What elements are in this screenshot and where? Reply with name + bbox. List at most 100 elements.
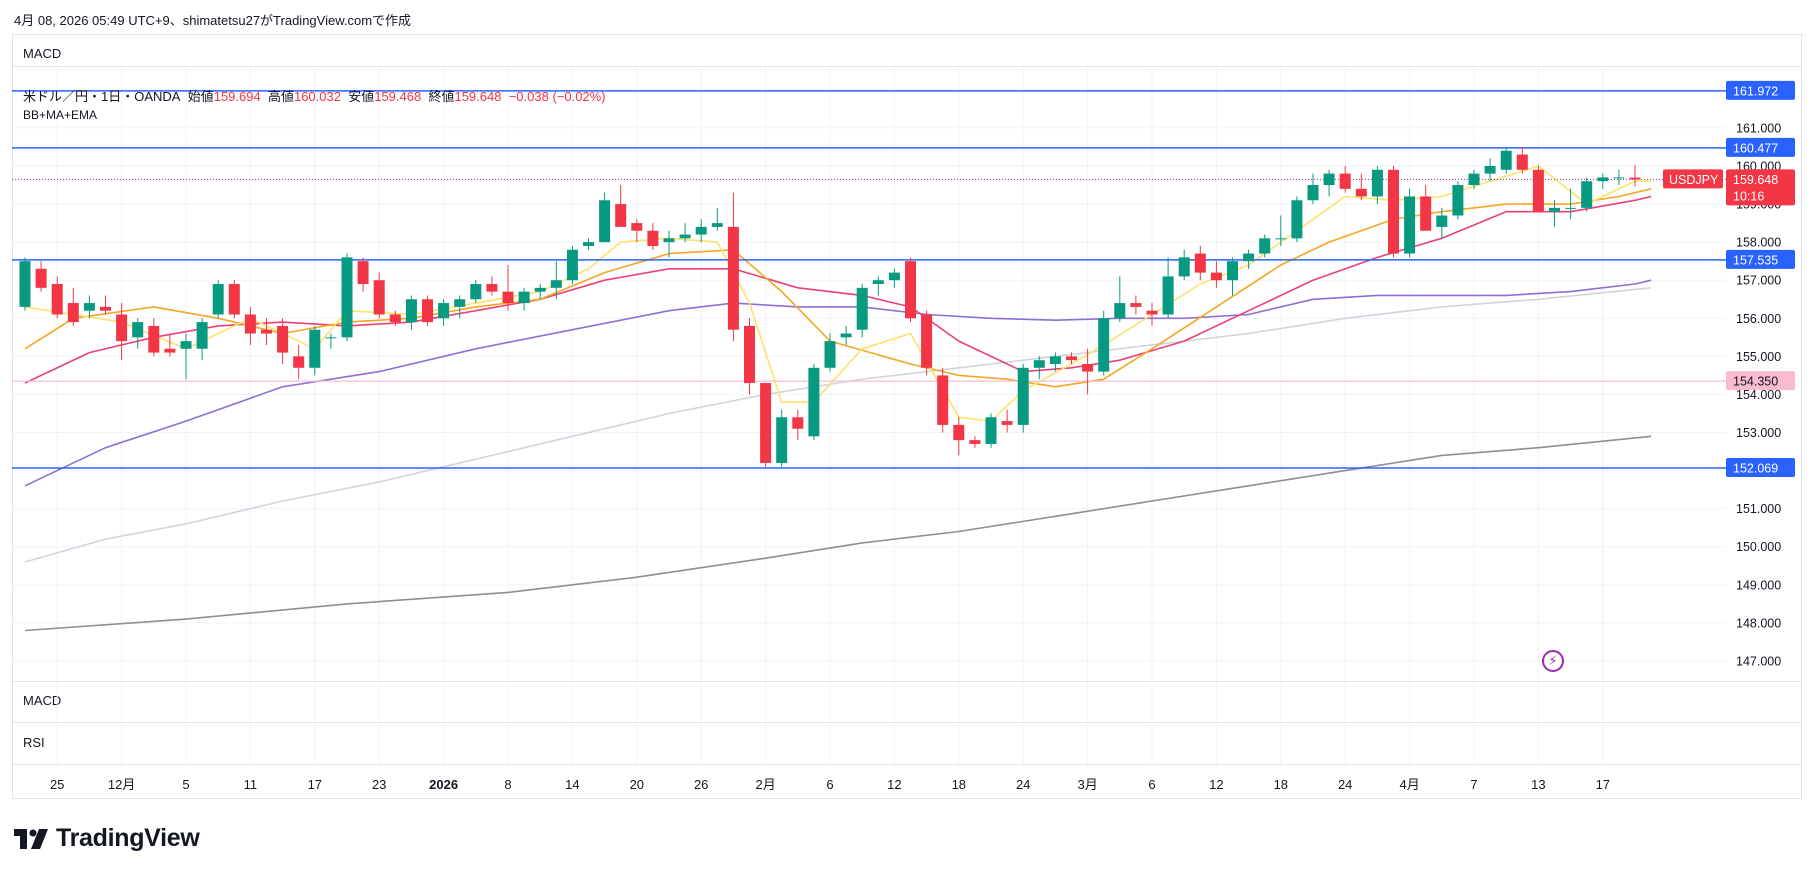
- level-price-tag: [1726, 137, 1795, 157]
- candle-body: [100, 306, 111, 311]
- level-price-label: 154.350: [1733, 375, 1778, 389]
- candle-body: [953, 424, 965, 441]
- candle-body: [1178, 257, 1190, 277]
- candle-body: [261, 329, 272, 334]
- level-price-tag: [1726, 80, 1795, 100]
- candle-body: [357, 261, 369, 285]
- candle-body: [1516, 154, 1528, 170]
- tradingview-logo-icon: [14, 828, 48, 849]
- candle-body: [727, 226, 739, 330]
- candle-body: [711, 223, 723, 227]
- candle-body: [164, 348, 176, 353]
- candle-body: [83, 303, 95, 311]
- y-tick-label: 154.000: [1736, 388, 1781, 402]
- candle-body: [534, 287, 546, 292]
- candle-body: [470, 284, 482, 300]
- candle-body: [856, 287, 868, 330]
- x-tick-label: 6: [1148, 777, 1155, 792]
- candle-body: [631, 223, 643, 231]
- x-tick-label: 6: [826, 777, 833, 792]
- symbol-name[interactable]: 米ドル／円・1日・OANDA: [23, 89, 181, 104]
- countdown-label: 10:16: [1733, 189, 1764, 203]
- high-label: 高値: [267, 89, 294, 104]
- pane-separator[interactable]: [12, 66, 1802, 67]
- candle-body: [1275, 238, 1287, 240]
- candle-body: [180, 341, 192, 349]
- close-value: 159.648: [454, 89, 502, 104]
- grid: [12, 67, 1726, 764]
- x-tick-label: 17: [308, 777, 322, 792]
- candle-body: [1066, 356, 1077, 361]
- flash-alert-icon[interactable]: ⚡: [1542, 650, 1564, 672]
- x-axis: 25 12月 5 11 17 23 2026 8 14 20 26 2月 6 12 18 24 3月 6 12 18 2…: [50, 777, 1610, 792]
- macd-pane-label[interactable]: MACD: [23, 693, 62, 708]
- candle-body: [776, 417, 788, 463]
- rsi-pane-label[interactable]: RSI: [23, 735, 45, 750]
- candle-body: [196, 322, 208, 349]
- candle-body: [438, 303, 450, 319]
- x-tick-label: 2026: [429, 777, 458, 792]
- candle-body: [1500, 150, 1512, 170]
- series-line-ma-lightgray: [24, 287, 1652, 563]
- close-label: 終値: [428, 89, 455, 104]
- tradingview-logo[interactable]: TradingView: [14, 824, 200, 853]
- y-tick-label: 153.000: [1736, 426, 1781, 440]
- candle-body: [19, 261, 31, 307]
- candle-body: [1581, 181, 1593, 208]
- candle-body: [695, 226, 707, 235]
- x-tick-label: 7: [1470, 777, 1477, 792]
- candle-body: [1468, 173, 1480, 186]
- candle-body: [1017, 367, 1029, 425]
- level-price-label: 161.972: [1733, 84, 1778, 98]
- candle-body: [1452, 185, 1464, 216]
- candle-body: [373, 280, 385, 315]
- x-tick-label: 11: [244, 777, 258, 792]
- candle-body: [1227, 261, 1238, 281]
- candle-body: [583, 242, 594, 246]
- y-tick-label: 149.000: [1736, 578, 1781, 592]
- y-tick-label: 155.000: [1736, 350, 1781, 364]
- candle-body: [518, 291, 530, 304]
- candle-body: [1355, 188, 1367, 197]
- created-header: 4月 08, 2026 05:49 UTC+9、shimatetsu27がTra…: [14, 13, 412, 28]
- series-line-ma-purple: [24, 279, 1652, 487]
- candle-body: [1388, 169, 1399, 254]
- candle-body: [921, 314, 933, 368]
- candle-body: [1420, 196, 1432, 231]
- candle-body: [1404, 196, 1416, 254]
- candle-body: [293, 356, 305, 368]
- ohlc-legend: 米ドル／円・1日・OANDA 始値159.694 高値160.032 安値159…: [23, 86, 606, 105]
- candle-body: [840, 333, 852, 338]
- candle-body: [148, 325, 160, 353]
- candle-body: [1549, 207, 1560, 212]
- x-tick-label: 12: [1209, 777, 1223, 792]
- tradingview-logo-text: TradingView: [56, 824, 200, 852]
- candle-body: [1001, 421, 1013, 425]
- candle-body: [51, 284, 63, 315]
- x-tick-label: 12: [887, 777, 901, 792]
- y-tick-label: 151.000: [1736, 502, 1781, 516]
- chart-frame: [12, 34, 1802, 799]
- y-tick-label: 148.000: [1736, 616, 1781, 630]
- y-tick-label: 157.000: [1736, 274, 1781, 288]
- pane-separator[interactable]: [12, 722, 1802, 723]
- candle-body: [1532, 169, 1544, 212]
- x-tick-label: 17: [1596, 777, 1610, 792]
- candle-body: [389, 314, 401, 323]
- symbol-tag-label: USDJPY: [1669, 173, 1719, 187]
- top-pane-label[interactable]: MACD: [23, 46, 62, 61]
- x-tick-label: 8: [504, 777, 511, 792]
- candle-body: [1210, 272, 1222, 281]
- candle-body: [1114, 303, 1126, 319]
- candle-body: [1194, 253, 1206, 273]
- change-value: −0.038 (−0.02%): [508, 89, 606, 104]
- pane-separator[interactable]: [12, 681, 1802, 682]
- price-levels: [12, 90, 1726, 469]
- x-tick-label: 14: [565, 777, 579, 792]
- candle-body: [663, 238, 675, 243]
- y-tick-label: 150.000: [1736, 540, 1781, 554]
- indicators-legend[interactable]: BB+MA+EMA: [23, 108, 98, 122]
- series-line-ma-gray: [24, 435, 1652, 632]
- pane-separator[interactable]: [12, 764, 1802, 765]
